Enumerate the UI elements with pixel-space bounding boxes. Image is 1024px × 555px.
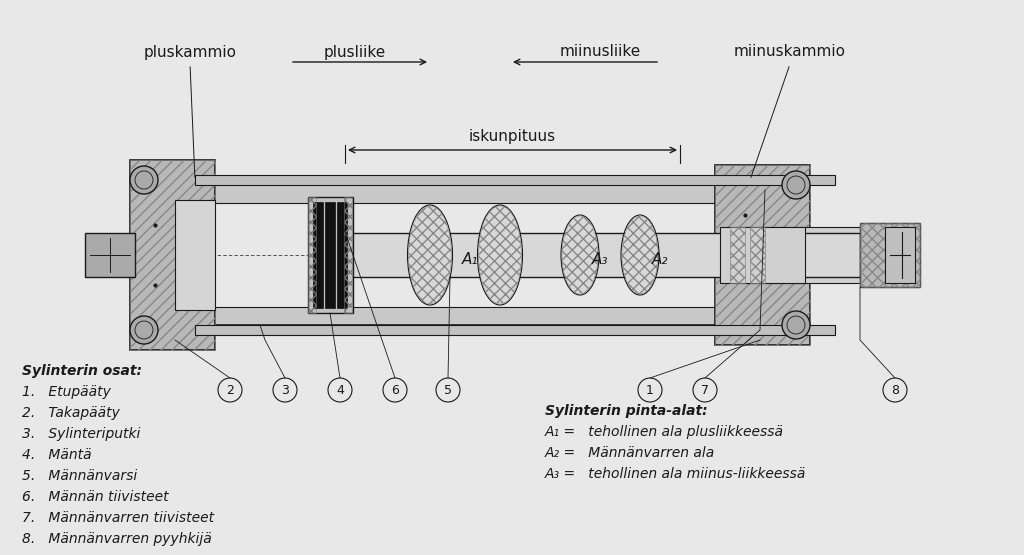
Bar	[720, 227, 805, 283]
Bar	[352, 233, 860, 277]
Ellipse shape	[409, 206, 452, 304]
Bar	[313, 202, 323, 308]
Circle shape	[130, 166, 158, 194]
Bar	[715, 165, 810, 345]
Text: plusliike: plusliike	[324, 44, 386, 59]
Text: iskunpituus: iskunpituus	[468, 129, 556, 144]
Bar	[337, 202, 347, 308]
Bar	[715, 165, 810, 345]
Text: 5: 5	[444, 384, 452, 396]
Text: A₃ =   tehollinen ala miinus-liikkeessä: A₃ = tehollinen ala miinus-liikkeessä	[545, 467, 806, 481]
Text: 1.   Etupääty: 1. Etupääty	[22, 385, 111, 399]
Text: 8: 8	[891, 384, 899, 396]
Text: 4.   Mäntä: 4. Mäntä	[22, 448, 91, 462]
Bar	[175, 200, 215, 310]
Bar	[860, 223, 920, 287]
Text: A₃: A₃	[592, 253, 608, 268]
Text: A₁: A₁	[462, 253, 478, 268]
Bar	[195, 325, 835, 335]
Text: 3: 3	[281, 384, 289, 396]
Ellipse shape	[622, 216, 658, 294]
Text: 2: 2	[226, 384, 233, 396]
Text: 6.   Männän tiivisteet: 6. Männän tiivisteet	[22, 490, 169, 504]
Bar	[750, 227, 765, 283]
Text: 5.   Männänvarsi: 5. Männänvarsi	[22, 469, 137, 483]
Text: pluskammio: pluskammio	[143, 44, 237, 59]
Circle shape	[782, 171, 810, 199]
Bar	[860, 223, 920, 287]
Bar	[130, 160, 215, 350]
Text: miinusliike: miinusliike	[559, 44, 641, 59]
Bar	[308, 197, 316, 313]
Ellipse shape	[478, 206, 521, 304]
Bar	[195, 175, 835, 185]
Text: 6: 6	[391, 384, 399, 396]
Text: 2.   Takapääty: 2. Takapääty	[22, 406, 120, 420]
Bar	[735, 227, 860, 283]
Text: miinuskammio: miinuskammio	[734, 44, 846, 59]
Text: 7: 7	[701, 384, 709, 396]
Text: A₂: A₂	[651, 253, 669, 268]
Bar	[195, 185, 735, 325]
Text: 4: 4	[336, 384, 344, 396]
Bar	[325, 202, 335, 308]
Ellipse shape	[562, 216, 598, 294]
Bar	[130, 160, 215, 350]
Text: 8.   Männänvarren pyyhkijä: 8. Männänvarren pyyhkijä	[22, 532, 212, 546]
Text: 3.   Sylinteriputki: 3. Sylinteriputki	[22, 427, 140, 441]
Text: A₂ =   Männänvarren ala: A₂ = Männänvarren ala	[545, 446, 715, 460]
Bar	[85, 233, 135, 277]
Bar	[344, 197, 352, 313]
Text: 7.   Männänvarren tiivisteet: 7. Männänvarren tiivisteet	[22, 511, 214, 525]
Text: 1: 1	[646, 384, 654, 396]
Text: Sylinterin osat:: Sylinterin osat:	[22, 364, 142, 378]
Bar	[730, 227, 745, 283]
Bar	[213, 203, 717, 307]
Bar	[308, 197, 353, 313]
Text: A₁ =   tehollinen ala plusliikkeessä: A₁ = tehollinen ala plusliikkeessä	[545, 425, 784, 439]
Text: Sylinterin pinta-alat:: Sylinterin pinta-alat:	[545, 404, 708, 418]
Circle shape	[130, 316, 158, 344]
Bar	[885, 227, 915, 283]
Circle shape	[782, 311, 810, 339]
